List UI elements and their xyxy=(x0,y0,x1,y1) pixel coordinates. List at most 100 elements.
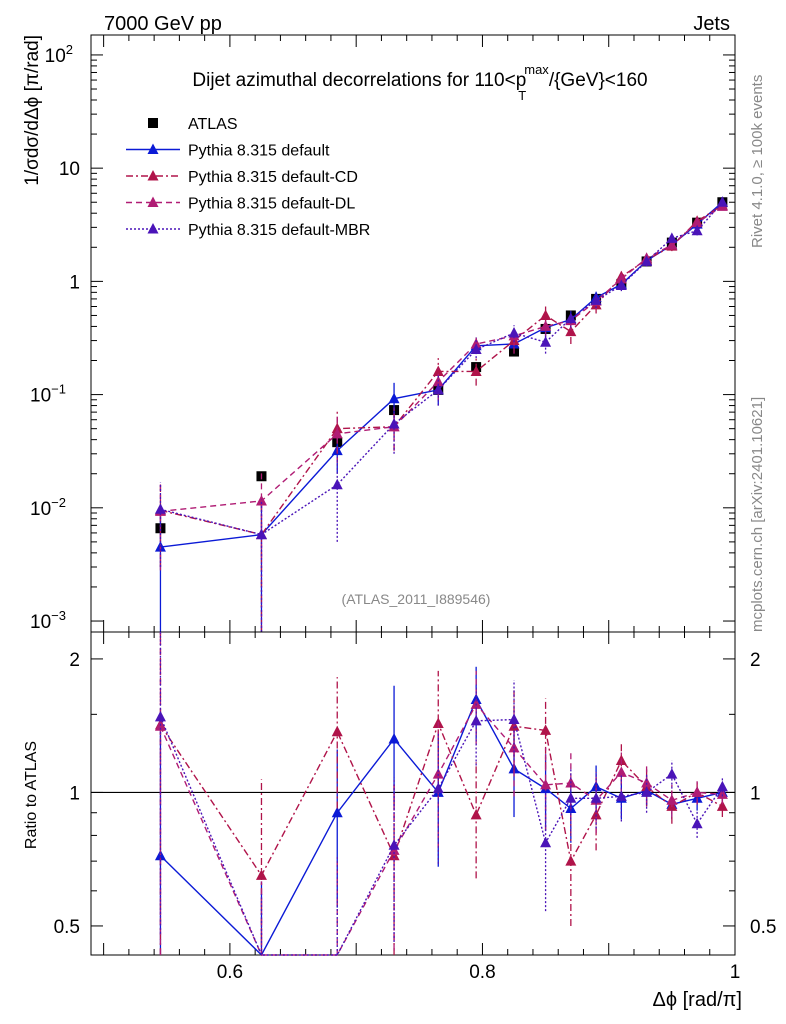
legend-marker-triangle xyxy=(147,196,159,207)
legend-label: ATLAS xyxy=(188,116,238,133)
ratio-ytick-label-right: 1 xyxy=(750,783,761,804)
ratio-line-dl xyxy=(159,703,723,956)
title-sup: max xyxy=(524,62,549,77)
main-marker-triangle xyxy=(590,294,602,305)
ratio-series-mbr xyxy=(154,632,728,956)
ratio-marker-triangle xyxy=(388,732,400,744)
legend-entry-cd: Pythia 8.315 default-CD xyxy=(126,169,358,186)
main-marker-triangle xyxy=(331,478,343,490)
main-marker-triangle xyxy=(154,503,166,514)
chart-title: Dijet azimuthal decorrelations for 110<p… xyxy=(192,62,647,103)
ratio-marker-triangle xyxy=(432,768,444,779)
legend: ATLAS Pythia 8.315 default Pythia 8.315 de… xyxy=(126,116,370,239)
ratio-series-default xyxy=(154,666,728,957)
main-marker-triangle xyxy=(470,343,482,355)
ratio-marker-triangle xyxy=(432,782,444,794)
main-marker-triangle xyxy=(470,365,482,376)
main-marker-triangle xyxy=(615,272,627,284)
ratio-marker-triangle xyxy=(716,800,728,811)
ratio-marker-triangle xyxy=(255,869,267,880)
main-line-mbr xyxy=(160,201,723,536)
ratio-axis-ticks: 0.5 0.5 1 1 2 2 0.6 0.8 1 xyxy=(54,632,776,983)
main-marker-triangle xyxy=(565,312,577,323)
main-marker-triangle xyxy=(540,336,552,347)
ratio-marker-triangle xyxy=(470,808,482,820)
ratio-marker-triangle xyxy=(154,710,166,722)
main-marker-triangle xyxy=(691,216,703,228)
analysis-watermark: (ATLAS_2011_I889546) xyxy=(342,591,491,607)
main-marker-triangle xyxy=(540,320,552,331)
ratio-marker-triangle xyxy=(540,836,552,848)
main-marker-triangle xyxy=(255,528,267,540)
legend-entry-default: Pythia 8.315 default xyxy=(126,143,330,160)
ratio-marker-triangle xyxy=(691,786,703,797)
x-tick-label: 1 xyxy=(730,962,741,983)
legend-label: Pythia 8.315 default-MBR xyxy=(188,222,370,239)
main-marker-triangle xyxy=(255,494,267,506)
ratio-ytick-label: 0.5 xyxy=(54,917,80,938)
main-marker-triangle xyxy=(508,326,520,338)
ytick-base: 10 xyxy=(45,46,66,67)
ytick-base: 10 xyxy=(30,499,51,520)
main-series-atlas xyxy=(155,197,728,534)
ratio-series xyxy=(154,632,728,957)
main-marker-triangle xyxy=(691,224,703,236)
ratio-ylabel: Ratio to ATLAS xyxy=(23,741,40,849)
main-ytick-label: 10 xyxy=(59,159,80,180)
ratio-marker-triangle xyxy=(470,714,482,726)
title-pre: Dijet azimuthal decorrelations for 110<p xyxy=(192,70,526,91)
main-marker-triangle xyxy=(470,337,482,349)
ratio-marker-triangle xyxy=(666,794,678,805)
ratio-frame xyxy=(90,631,736,956)
main-ytick-label: 102 xyxy=(45,42,73,67)
main-marker-triangle xyxy=(540,309,552,320)
ytick-base: 1 xyxy=(69,272,80,293)
main-series-mbr xyxy=(154,196,728,632)
main-ytick-label: 10−1 xyxy=(30,382,66,407)
main-marker-triangle xyxy=(331,427,343,439)
ytick-exponent: −1 xyxy=(51,382,66,397)
ratio-marker-triangle xyxy=(615,766,627,777)
ratio-marker-triangle xyxy=(691,817,703,829)
main-ytick-label: 1 xyxy=(69,272,80,293)
ratio-marker-triangle xyxy=(331,806,343,818)
ytick-base: 10 xyxy=(30,386,51,407)
ratio-marker-triangle xyxy=(388,839,400,850)
ytick-base: 10 xyxy=(59,159,80,180)
main-ylabel: 1/σdσ/dΔϕ [π/rad] xyxy=(22,35,43,186)
ratio-marker-triangle xyxy=(508,713,520,725)
legend-marker-square xyxy=(148,118,158,128)
legend-label: Pythia 8.315 default-DL xyxy=(188,196,355,213)
ratio-panel: 0.5 0.5 1 1 2 2 0.6 0.8 1 Ratio to ATLAS Δϕ [rad… xyxy=(23,631,776,1011)
ratio-marker-triangle xyxy=(716,780,728,792)
main-line-dl xyxy=(160,205,723,513)
ratio-marker-triangle xyxy=(590,792,602,803)
ratio-marker-triangle xyxy=(540,724,552,735)
title-post: /{GeV}<160 xyxy=(549,70,648,91)
main-marker-triangle xyxy=(432,365,444,376)
ytick-exponent: −2 xyxy=(51,495,66,510)
legend-marker-triangle xyxy=(147,223,159,234)
main-series-dl xyxy=(154,200,728,571)
legend-entry-dl: Pythia 8.315 default-DL xyxy=(126,196,355,213)
ratio-marker-triangle xyxy=(540,778,552,790)
ratio-ytick-label: 2 xyxy=(69,650,80,671)
main-marker-triangle xyxy=(615,279,627,290)
ratio-marker-triangle xyxy=(331,725,343,737)
legend-label: Pythia 8.315 default xyxy=(188,143,330,160)
main-line-cd xyxy=(160,204,723,536)
x-tick-label: 0.6 xyxy=(217,962,243,983)
ratio-marker-triangle xyxy=(666,768,678,779)
ytick-exponent: 2 xyxy=(66,42,73,57)
ratio-ytick-label-right: 2 xyxy=(750,650,761,671)
main-marker-triangle xyxy=(388,417,400,429)
legend-entry-mbr: Pythia 8.315 default-MBR xyxy=(126,222,370,239)
ytick-base: 10 xyxy=(30,612,51,633)
x-axis-label: Δϕ [rad/π] xyxy=(653,989,743,1011)
x-tick-label: 0.8 xyxy=(469,962,495,983)
ratio-marker-triangle xyxy=(615,790,627,801)
main-marker-triangle xyxy=(388,392,400,404)
main-ytick-label: 10−2 xyxy=(30,495,66,520)
